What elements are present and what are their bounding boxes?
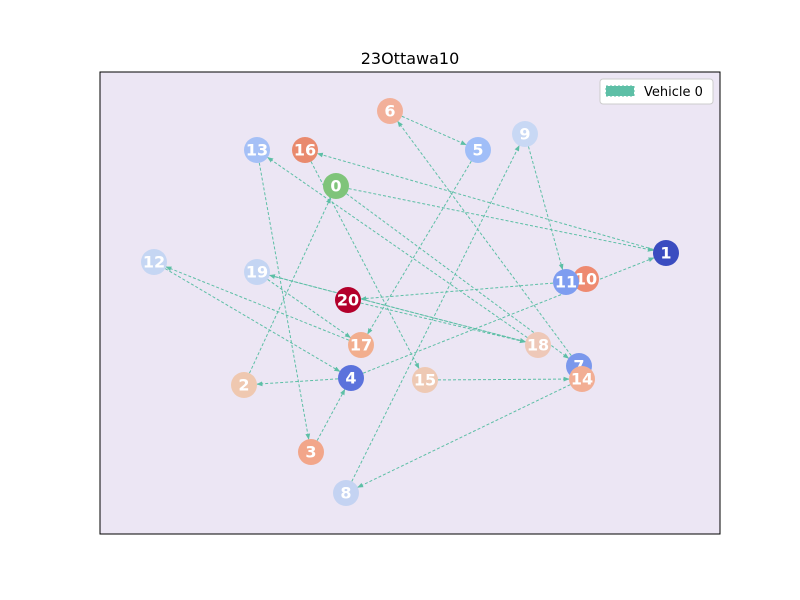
- route-edge-14-8: [357, 384, 571, 488]
- node-14-marker: [569, 366, 595, 392]
- node-3-marker: [298, 439, 324, 465]
- route-edge-7-6: [397, 120, 572, 356]
- node-17-marker: [348, 332, 374, 358]
- route-edge-12-4: [164, 268, 341, 372]
- node-8-marker: [333, 480, 359, 506]
- node-3-label: 3: [305, 443, 316, 462]
- node-0-marker: [323, 173, 349, 199]
- route-edge-11-20: [360, 282, 554, 301]
- route-edge-19-17: [267, 279, 351, 338]
- node-17-label: 17: [350, 336, 372, 355]
- node-14-label: 14: [571, 370, 593, 389]
- node-12-label: 12: [143, 253, 165, 272]
- node-13-label: 13: [246, 141, 268, 160]
- node-5-label: 5: [472, 141, 483, 160]
- route-edge-16-15: [310, 161, 420, 370]
- node-19-marker: [244, 259, 270, 285]
- route-edge-2-0: [249, 197, 331, 374]
- node-16-marker: [292, 137, 318, 163]
- route-edge-1-16: [316, 152, 654, 250]
- route-edges: [164, 115, 655, 488]
- node-4-label: 4: [345, 369, 356, 388]
- legend-label-vehicle-0: Vehicle 0: [644, 85, 703, 100]
- route-edge-4-1: [362, 257, 655, 374]
- node-1-label: 1: [660, 244, 671, 263]
- legend-swatch-vehicle-0: [605, 85, 635, 97]
- node-10-marker: [573, 266, 599, 292]
- node-15-marker: [412, 367, 438, 393]
- node-19-label: 19: [246, 263, 268, 282]
- node-2-marker: [231, 372, 257, 398]
- node-16-label: 16: [294, 141, 316, 160]
- route-edge-17-12: [165, 266, 350, 341]
- node-2-label: 2: [238, 376, 249, 395]
- node-5-marker: [465, 137, 491, 163]
- route-edge-20-18: [360, 302, 526, 344]
- node-13-marker: [244, 137, 270, 163]
- route-edge-13-3: [258, 162, 311, 440]
- node-7-label: 7: [573, 357, 584, 376]
- route-edge-15-14: [437, 376, 570, 382]
- node-10-label: 10: [575, 270, 597, 289]
- route-edge-18-13: [267, 157, 528, 338]
- node-0-label: 0: [330, 177, 341, 196]
- legend-box: [599, 78, 714, 105]
- chart-title: 23Ottawa10: [361, 49, 460, 68]
- node-18-marker: [525, 332, 551, 358]
- node-12-marker: [141, 249, 167, 275]
- route-edge-0-7: [346, 193, 570, 359]
- node-1-marker: [653, 240, 679, 266]
- node-4-marker: [338, 365, 364, 391]
- legend: Vehicle 0: [599, 78, 714, 105]
- node-18-label: 18: [527, 336, 549, 355]
- route-edge-4-2: [256, 378, 339, 387]
- node-8-label: 8: [340, 484, 351, 503]
- node-9-marker: [512, 121, 538, 147]
- node-20-label: 20: [337, 291, 359, 310]
- node-6-marker: [377, 98, 403, 124]
- node-9-label: 9: [519, 125, 530, 144]
- node-15-label: 15: [414, 371, 436, 390]
- node-6-label: 6: [384, 102, 395, 121]
- route-edge-18-19: [269, 274, 526, 343]
- route-edge-0-1: [348, 188, 654, 252]
- route-edge-9-11: [527, 146, 564, 271]
- plot-area: [99, 71, 721, 535]
- route-edge-6-5: [401, 115, 467, 146]
- node-11-marker: [553, 269, 579, 295]
- node-11-label: 11: [555, 273, 577, 292]
- node-20-marker: [335, 287, 361, 313]
- route-edge-8-9: [351, 145, 520, 482]
